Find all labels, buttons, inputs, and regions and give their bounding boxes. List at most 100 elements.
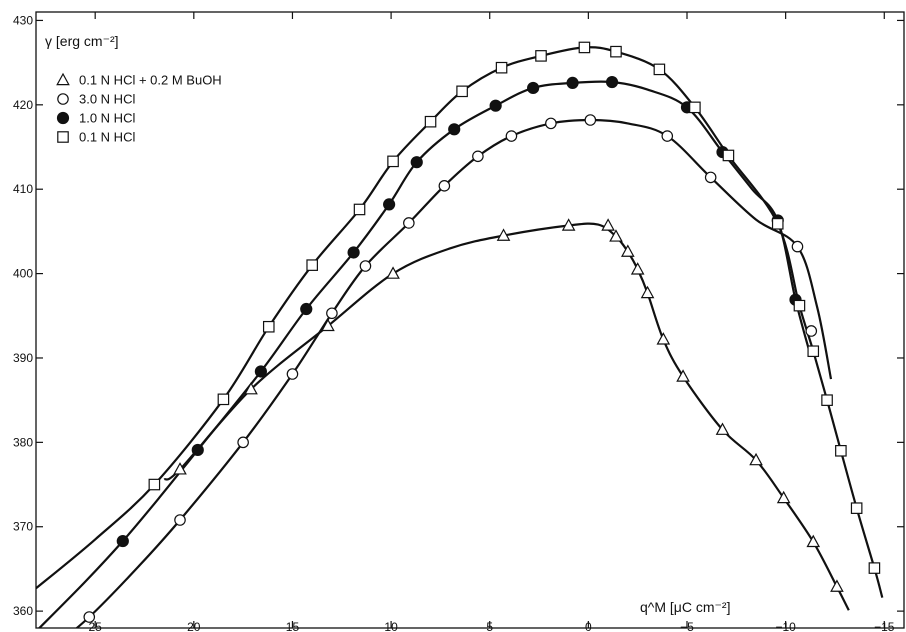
data-point-series-4 (262, 320, 275, 333)
y-axis-ticks: 360 370 380 390 400 410 420 430 (13, 13, 904, 618)
data-point-series-3 (347, 246, 360, 259)
data-point-series-3 (605, 75, 619, 89)
data-point-series-2 (791, 240, 804, 253)
x-tick-label: 25 (89, 620, 103, 632)
series-markers (83, 41, 881, 623)
data-point-series-1 (244, 381, 258, 395)
x-axis-title: q^M [μC cm⁻²] (640, 599, 730, 615)
data-point-series-1 (321, 318, 335, 332)
data-point-series-4 (353, 203, 366, 216)
data-point-series-1 (715, 422, 730, 435)
data-point-series-4 (306, 259, 318, 271)
data-point-series-4 (868, 562, 881, 574)
legend-marker-3 (56, 111, 70, 125)
data-point-series-2 (661, 130, 674, 142)
data-point-series-4 (217, 393, 230, 406)
y-tick-label: 400 (13, 267, 33, 281)
legend-marker-1 (56, 72, 70, 86)
data-point-series-2 (584, 114, 597, 126)
x-tick-label: 0 (585, 620, 592, 632)
y-tick-label: 370 (13, 520, 33, 534)
data-point-series-1 (830, 579, 844, 592)
data-point-series-1 (173, 462, 187, 475)
x-tick-label: 10 (384, 620, 398, 632)
legend-label-3: 1.0 N HCl (79, 111, 135, 126)
data-point-series-4 (424, 115, 437, 128)
data-point-series-4 (835, 444, 847, 457)
series-curve-2 (75, 118, 833, 628)
data-point-series-1 (386, 266, 400, 279)
data-point-series-3 (191, 443, 204, 457)
data-point-series-3 (410, 156, 423, 169)
data-point-series-3 (566, 76, 579, 89)
data-point-series-3 (527, 81, 540, 95)
series-curve-3 (37, 80, 811, 628)
data-point-series-1 (776, 490, 791, 504)
y-tick-label: 410 (13, 182, 33, 196)
y-tick-label: 390 (13, 351, 33, 365)
data-point-series-4 (807, 345, 820, 358)
data-point-series-1 (656, 332, 671, 345)
data-point-series-1 (496, 228, 511, 241)
x-tick-label: −10 (775, 620, 796, 632)
y-axis-title: γ [erg cm⁻²] (45, 33, 119, 49)
data-point-series-1 (630, 262, 645, 275)
data-point-series-4 (148, 478, 161, 491)
data-point-series-1 (806, 534, 821, 548)
data-point-series-4 (653, 63, 666, 76)
data-point-series-4 (689, 101, 701, 114)
x-tick-label: −5 (680, 620, 694, 632)
x-axis-ticks: 25 20 15 10 5 0 −5 −10 −15 (89, 12, 895, 632)
data-point-series-2 (545, 117, 557, 130)
data-point-series-3 (300, 302, 313, 316)
y-tick-label: 360 (13, 604, 33, 618)
data-point-series-2 (704, 171, 717, 184)
data-point-series-4 (793, 299, 806, 312)
data-point-series-4 (610, 45, 622, 58)
data-point-series-4 (771, 218, 784, 230)
data-point-series-2 (403, 217, 415, 229)
plot-frame (35, 11, 905, 629)
axis-titles: γ [erg cm⁻²] q^M [μC cm⁻²] (45, 33, 730, 615)
data-point-series-2 (83, 611, 96, 623)
x-tick-label: 15 (286, 620, 300, 632)
legend-label-4: 0.1 N HCl (79, 130, 135, 145)
y-tick-label: 380 (13, 435, 33, 449)
data-point-series-2 (286, 368, 299, 380)
data-point-series-3 (448, 123, 461, 136)
data-point-series-4 (456, 85, 468, 98)
data-point-series-1 (640, 285, 655, 299)
data-point-series-4 (821, 394, 833, 406)
data-point-series-2 (438, 180, 451, 192)
data-point-series-3 (489, 99, 502, 112)
x-tick-label: 5 (486, 620, 493, 632)
legend-marker-2 (57, 93, 69, 105)
data-point-series-4 (387, 155, 399, 168)
y-tick-label: 420 (13, 98, 33, 112)
x-tick-label: 20 (187, 620, 201, 632)
data-point-series-1 (601, 218, 615, 231)
data-point-series-4 (850, 502, 863, 514)
data-point-series-2 (505, 130, 518, 142)
legend-label-2: 3.0 N HCl (79, 92, 135, 107)
data-point-series-4 (722, 149, 735, 162)
data-point-series-4 (535, 50, 547, 62)
series-curve-1 (163, 222, 850, 611)
y-tick-label: 430 (13, 13, 33, 27)
series-curves (36, 46, 884, 628)
legend: 0.1 N HCl + 0.2 M BuOH 3.0 N HCl 1.0 N HCl… (56, 72, 222, 145)
data-point-series-2 (174, 514, 186, 526)
x-tick-label: −15 (874, 620, 895, 632)
data-point-series-1 (609, 229, 623, 242)
data-point-series-2 (237, 436, 249, 449)
data-point-series-4 (495, 61, 508, 74)
data-point-series-4 (578, 41, 591, 54)
data-point-series-3 (383, 198, 396, 211)
legend-label-1: 0.1 N HCl + 0.2 M BuOH (79, 73, 222, 88)
data-point-series-1 (749, 452, 763, 466)
data-point-series-1 (561, 218, 576, 231)
data-point-series-1 (676, 369, 690, 382)
series-curve-4 (36, 46, 884, 598)
legend-marker-4 (57, 131, 69, 143)
